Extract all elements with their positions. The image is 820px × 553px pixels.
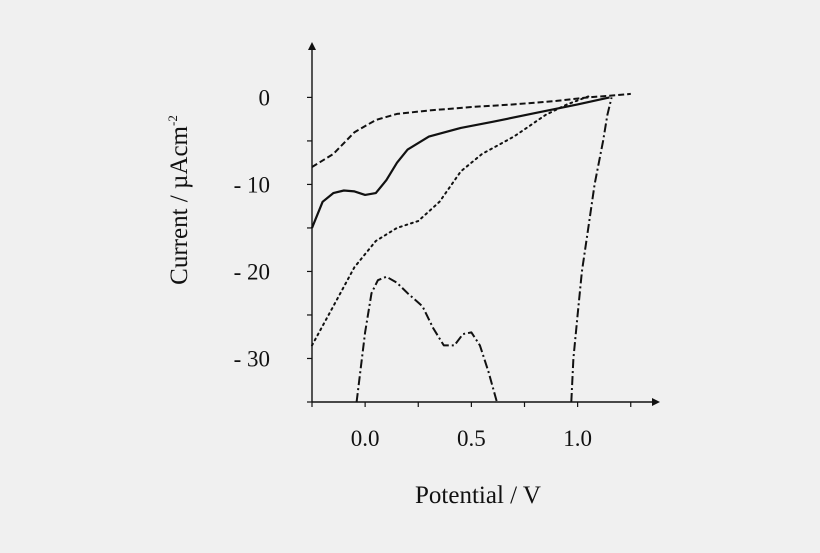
- series-curve-5-dash-dot: [570, 97, 613, 403]
- x-tick-label: 0.5: [457, 426, 486, 451]
- y-tick-label: 0: [259, 85, 271, 110]
- tick-labels-group: 0 - 10 - 20 - 30 0.0 0.5 1.0: [234, 85, 592, 451]
- y-tick-label: - 10: [234, 172, 270, 197]
- x-axis-title: Potential / V: [415, 482, 541, 509]
- series-curve-3-dotted: [311, 95, 590, 347]
- y-axis-title-superscript: -2: [165, 115, 180, 126]
- series-curve-2-solid: [310, 96, 610, 229]
- y-axis-title-main: Current / µAcm: [166, 125, 193, 284]
- y-axis-title: Current / µAcm-2: [165, 115, 193, 285]
- y-tick-label: - 20: [234, 259, 270, 284]
- axes-group: [307, 42, 660, 407]
- x-axis-arrow: [652, 398, 660, 406]
- series-curve-1-dashed: [311, 92, 631, 168]
- y-axis-arrow: [308, 42, 316, 50]
- series-curve-4-dash-dot: [355, 275, 498, 403]
- x-tick-label: 1.0: [563, 426, 592, 451]
- y-tick-label: - 30: [234, 346, 270, 371]
- curves-group: [310, 92, 631, 403]
- x-tick-label: 0.0: [351, 426, 380, 451]
